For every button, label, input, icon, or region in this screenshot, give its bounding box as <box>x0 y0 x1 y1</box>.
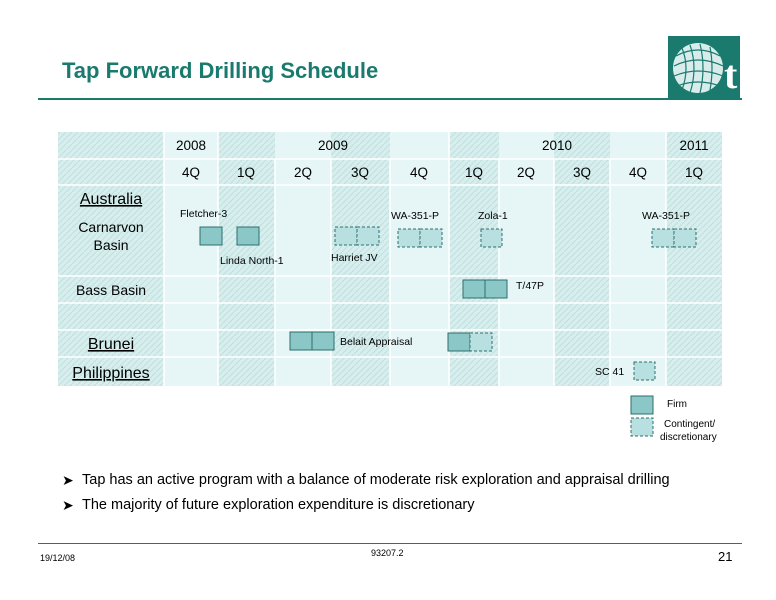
legend-firm-swatch <box>630 395 654 415</box>
well-label: Zola-1 <box>478 210 508 222</box>
bullet-list: ➤ Tap has an active program with a balan… <box>62 470 670 520</box>
quarter-header: 2Q <box>294 165 312 180</box>
footer-divider <box>38 543 742 544</box>
legend-firm-label: Firm <box>667 399 687 410</box>
row-label-carnarvon: Carnarvon <box>78 219 143 235</box>
contingent-well-box <box>356 226 380 246</box>
firm-well-box <box>447 332 471 352</box>
year-header: 2011 <box>679 138 708 153</box>
region-philippines: Philippines <box>72 365 149 382</box>
firm-well-box <box>484 279 508 299</box>
year-header: 2009 <box>318 138 348 153</box>
quarter-header: 4Q <box>629 165 647 180</box>
contingent-well-box <box>334 226 358 246</box>
arrow-bullet-icon: ➤ <box>62 497 74 513</box>
quarter-header: 3Q <box>573 165 591 180</box>
arrow-bullet-icon: ➤ <box>62 472 74 488</box>
year-header: 2010 <box>542 138 572 153</box>
contingent-well-box <box>651 228 675 248</box>
firm-well-box <box>236 226 260 246</box>
row-label-carnarvon: Basin <box>93 237 128 253</box>
legend-contingent-label: discretionary <box>660 432 717 443</box>
bullet-item: ➤ The majority of future exploration exp… <box>62 497 475 513</box>
well-label: SC 41 <box>595 366 624 378</box>
footer-code: 93207.2 <box>371 548 404 558</box>
quarter-header: 4Q <box>182 165 200 180</box>
footer-date: 19/12/08 <box>40 553 76 563</box>
year-header: 2008 <box>176 138 206 153</box>
contingent-well-box <box>469 332 493 352</box>
quarter-header: 3Q <box>351 165 369 180</box>
firm-well-box <box>289 331 313 351</box>
firm-well-box <box>199 226 223 246</box>
contingent-well-box <box>419 228 443 248</box>
contingent-well-box <box>397 228 421 248</box>
well-label: Fletcher-3 <box>180 208 227 220</box>
row-label-bass-basin: Bass Basin <box>76 282 146 298</box>
legend-contingent-swatch <box>630 417 654 437</box>
region-brunei: Brunei <box>88 336 134 353</box>
quarter-header: 1Q <box>465 165 483 180</box>
contingent-well-box <box>673 228 697 248</box>
well-label: WA-351-P <box>642 210 690 222</box>
bullet-item: ➤ Tap has an active program with a balan… <box>62 472 670 488</box>
quarter-header: 2Q <box>517 165 535 180</box>
contingent-well-box <box>480 228 503 248</box>
quarter-header: 4Q <box>410 165 428 180</box>
svg-text:t: t <box>724 52 738 97</box>
quarter-header: 1Q <box>237 165 255 180</box>
company-logo: t <box>668 36 740 100</box>
legend-contingent-label: Contingent/ <box>664 419 715 430</box>
well-label: WA-351-P <box>391 210 439 222</box>
page-title: Tap Forward Drilling Schedule <box>62 58 379 83</box>
firm-well-box <box>311 331 335 351</box>
well-label: Belait Appraisal <box>340 336 412 348</box>
well-label: Linda North-1 <box>220 255 284 267</box>
title-divider <box>38 98 742 100</box>
contingent-well-box <box>633 361 656 381</box>
quarter-header: 1Q <box>685 165 703 180</box>
well-label: T/47P <box>516 280 544 292</box>
page-number: 21 <box>718 549 733 564</box>
firm-well-box <box>462 279 486 299</box>
region-australia: Australia <box>80 191 142 208</box>
well-label: Harriet JV <box>331 252 378 264</box>
